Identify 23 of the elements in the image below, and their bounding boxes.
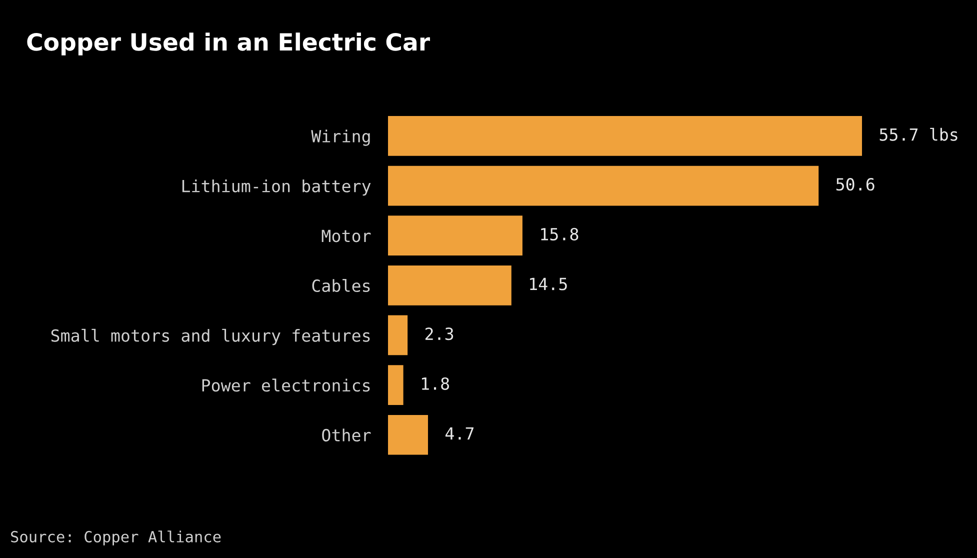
y-tick-label: Wiring (311, 130, 370, 146)
bar (388, 166, 819, 206)
data-label: 50.6 (836, 178, 874, 191)
bar (388, 365, 404, 405)
chart-title: Copper Used in an Electric Car (27, 32, 430, 56)
data-label: 2.3 (425, 328, 454, 340)
y-tick-label: Lithium-ion battery (182, 179, 371, 196)
bar (388, 414, 428, 455)
y-tick-label: Other (322, 428, 371, 442)
bar (388, 116, 862, 156)
bar (388, 315, 408, 356)
data-label: 4.7 (445, 427, 474, 440)
y-tick-label: Cables (312, 279, 370, 292)
bar (388, 265, 512, 306)
y-tick-label: Small motors and luxury features (51, 328, 370, 346)
data-label: 15.8 (541, 228, 578, 240)
data-label: 1.8 (422, 377, 450, 390)
bar (388, 216, 522, 256)
source-note: Source: Copper Alliance (11, 530, 221, 546)
y-tick-label: Motor (322, 230, 371, 242)
data-label: 14.5 (530, 278, 567, 290)
data-label: 55.7 lbs (880, 128, 958, 141)
y-tick-label: Power electronics (202, 378, 370, 392)
